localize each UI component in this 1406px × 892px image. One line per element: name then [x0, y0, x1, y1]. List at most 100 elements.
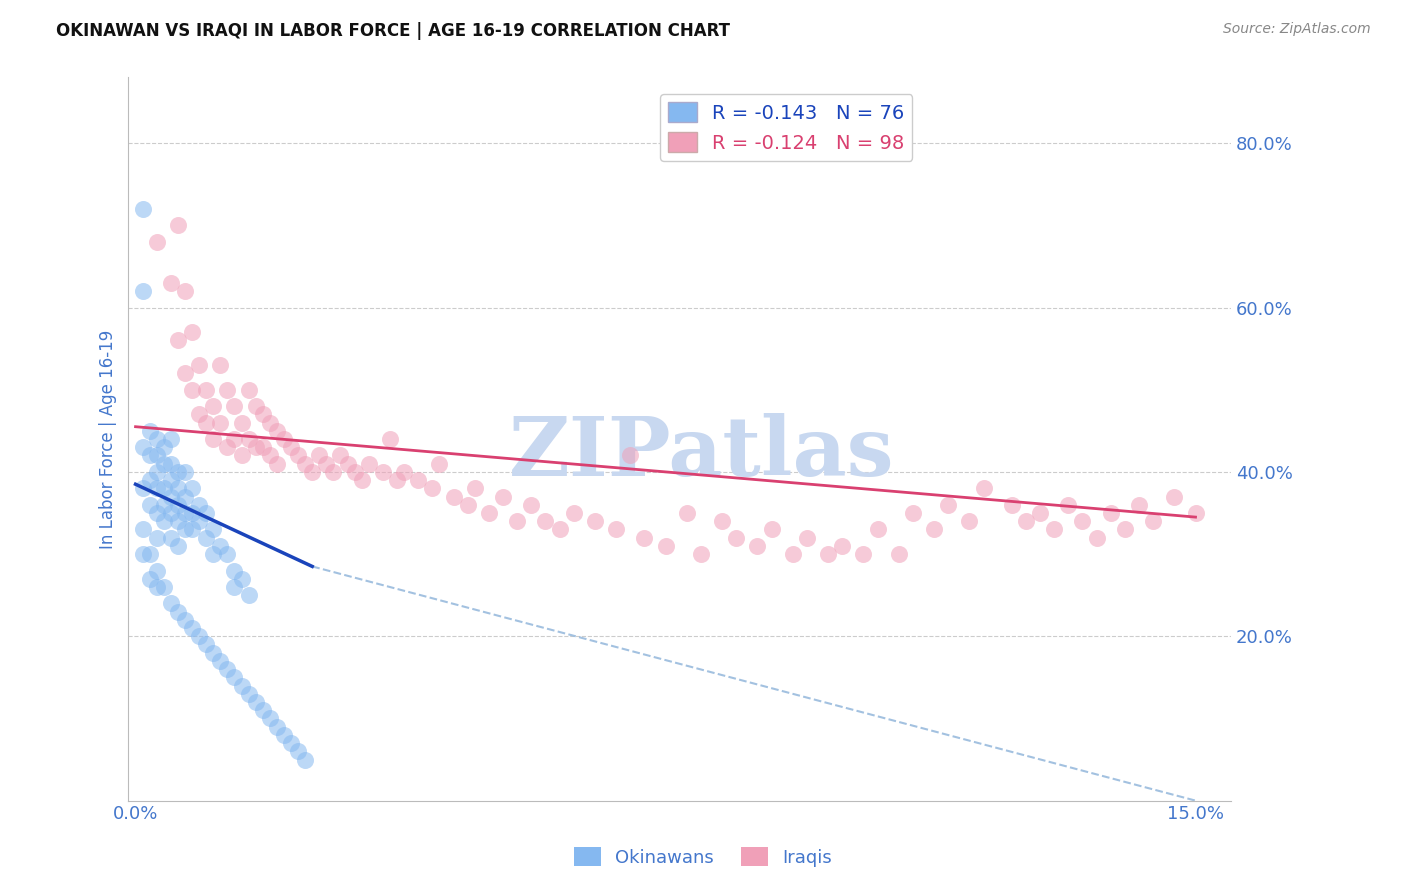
- Point: [689, 547, 711, 561]
- Point: [167, 498, 190, 512]
- Point: [294, 457, 316, 471]
- Point: [202, 432, 225, 446]
- Point: [273, 432, 295, 446]
- Point: [217, 440, 239, 454]
- Point: [217, 662, 239, 676]
- Point: [782, 547, 804, 561]
- Point: [160, 457, 183, 471]
- Point: [1015, 514, 1038, 528]
- Point: [174, 506, 197, 520]
- Point: [901, 506, 924, 520]
- Point: [167, 539, 190, 553]
- Point: [181, 523, 204, 537]
- Point: [224, 564, 246, 578]
- Point: [188, 629, 211, 643]
- Point: [138, 473, 160, 487]
- Point: [1029, 506, 1052, 520]
- Point: [145, 481, 167, 495]
- Point: [350, 473, 373, 487]
- Point: [315, 457, 337, 471]
- Point: [160, 276, 183, 290]
- Point: [357, 457, 380, 471]
- Point: [174, 465, 197, 479]
- Point: [287, 449, 309, 463]
- Point: [619, 449, 641, 463]
- Point: [195, 638, 218, 652]
- Point: [761, 523, 783, 537]
- Point: [329, 449, 352, 463]
- Point: [181, 506, 204, 520]
- Point: [280, 736, 302, 750]
- Point: [252, 440, 274, 454]
- Point: [195, 416, 218, 430]
- Point: [138, 547, 160, 561]
- Point: [160, 596, 183, 610]
- Text: ZIPatlas: ZIPatlas: [509, 414, 894, 493]
- Point: [153, 514, 176, 528]
- Point: [259, 711, 281, 725]
- Point: [174, 366, 197, 380]
- Point: [294, 752, 316, 766]
- Point: [131, 547, 153, 561]
- Point: [231, 679, 253, 693]
- Point: [506, 514, 529, 528]
- Point: [633, 531, 655, 545]
- Text: Source: ZipAtlas.com: Source: ZipAtlas.com: [1223, 22, 1371, 37]
- Point: [1099, 506, 1122, 520]
- Point: [336, 457, 359, 471]
- Point: [181, 325, 204, 339]
- Point: [153, 457, 176, 471]
- Point: [202, 523, 225, 537]
- Point: [392, 465, 415, 479]
- Point: [406, 473, 429, 487]
- Point: [231, 572, 253, 586]
- Point: [464, 481, 486, 495]
- Point: [181, 481, 204, 495]
- Point: [245, 695, 267, 709]
- Point: [1085, 531, 1108, 545]
- Point: [583, 514, 606, 528]
- Point: [852, 547, 875, 561]
- Point: [145, 449, 167, 463]
- Point: [675, 506, 697, 520]
- Point: [209, 416, 232, 430]
- Point: [174, 284, 197, 298]
- Point: [252, 703, 274, 717]
- Point: [957, 514, 980, 528]
- Point: [371, 465, 394, 479]
- Point: [145, 465, 167, 479]
- Point: [1057, 498, 1080, 512]
- Point: [252, 408, 274, 422]
- Point: [167, 514, 190, 528]
- Point: [202, 547, 225, 561]
- Point: [188, 408, 211, 422]
- Point: [1043, 523, 1066, 537]
- Text: OKINAWAN VS IRAQI IN LABOR FORCE | AGE 16-19 CORRELATION CHART: OKINAWAN VS IRAQI IN LABOR FORCE | AGE 1…: [56, 22, 730, 40]
- Point: [209, 654, 232, 668]
- Point: [145, 506, 167, 520]
- Point: [188, 514, 211, 528]
- Point: [195, 383, 218, 397]
- Point: [1128, 498, 1150, 512]
- Point: [160, 531, 183, 545]
- Point: [973, 481, 995, 495]
- Y-axis label: In Labor Force | Age 16-19: In Labor Force | Age 16-19: [100, 329, 117, 549]
- Point: [174, 490, 197, 504]
- Point: [1142, 514, 1164, 528]
- Point: [138, 424, 160, 438]
- Point: [160, 473, 183, 487]
- Point: [562, 506, 585, 520]
- Point: [420, 481, 443, 495]
- Point: [167, 465, 190, 479]
- Point: [224, 399, 246, 413]
- Point: [224, 580, 246, 594]
- Point: [378, 432, 401, 446]
- Point: [131, 284, 153, 298]
- Point: [266, 424, 288, 438]
- Point: [1184, 506, 1206, 520]
- Point: [322, 465, 344, 479]
- Point: [138, 572, 160, 586]
- Point: [181, 621, 204, 635]
- Point: [534, 514, 557, 528]
- Point: [153, 440, 176, 454]
